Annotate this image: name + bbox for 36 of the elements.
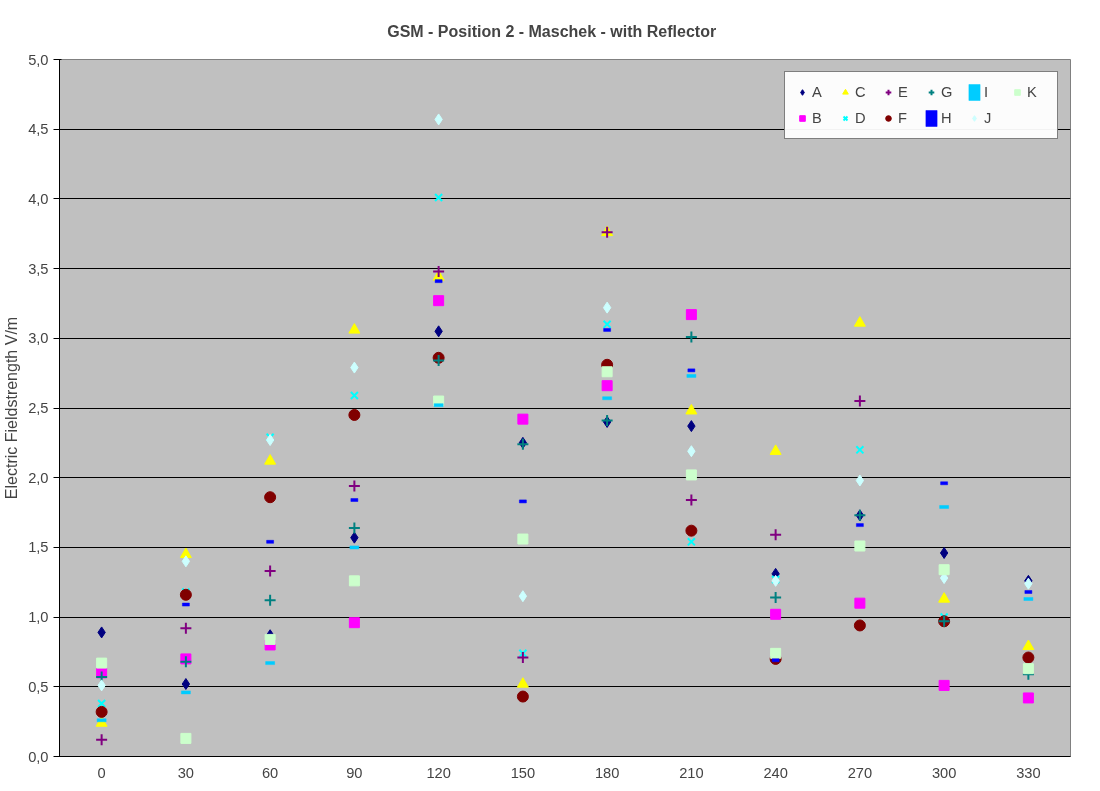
x-tick-label: 120 bbox=[426, 764, 451, 781]
y-tick-label: 3,5 bbox=[28, 260, 49, 277]
y-tick-label: 1,5 bbox=[28, 539, 49, 556]
y-tick-label: 2,5 bbox=[28, 400, 49, 416]
y-tick-label: 0,5 bbox=[28, 678, 49, 695]
x-tick-label: 300 bbox=[931, 764, 957, 781]
x-tick-label: 330 bbox=[1016, 764, 1041, 781]
x-tick-label: 210 bbox=[679, 764, 704, 781]
x-tick-label: 150 bbox=[510, 764, 536, 781]
legend-label: K bbox=[1027, 84, 1038, 100]
y-axis-title: Electric Fieldstrength V/m bbox=[3, 316, 21, 500]
legend-label: D bbox=[855, 110, 867, 126]
x-tick-label: 270 bbox=[847, 764, 873, 781]
y-tick-label: 1,0 bbox=[28, 609, 49, 626]
x-tick-label: 60 bbox=[261, 764, 279, 781]
legend-label: J bbox=[984, 110, 993, 126]
y-tick-label: 5,0 bbox=[28, 51, 49, 68]
legend-label: F bbox=[898, 110, 908, 126]
legend-label: B bbox=[812, 110, 823, 126]
x-tick-label: 30 bbox=[177, 764, 195, 781]
y-tick-label: 0,0 bbox=[28, 748, 49, 765]
x-tick-label: 0 bbox=[97, 764, 106, 781]
legend-label: A bbox=[812, 84, 823, 100]
x-tick-label: 90 bbox=[346, 764, 363, 781]
y-tick-label: 2,0 bbox=[28, 469, 49, 486]
chart-title: GSM - Position 2 - Maschek - with Reflector bbox=[387, 22, 717, 40]
legend-label: H bbox=[941, 110, 953, 126]
legend-label: C bbox=[855, 84, 867, 100]
x-tick-label: 180 bbox=[594, 764, 620, 781]
legend-label: I bbox=[984, 84, 990, 100]
legend-label: E bbox=[898, 84, 909, 100]
y-tick-label: 3,0 bbox=[28, 330, 49, 347]
y-tick-label: 4,5 bbox=[28, 121, 49, 138]
x-tick-label: 240 bbox=[763, 764, 788, 781]
legend-label: G bbox=[941, 84, 954, 100]
y-tick-label: 4,0 bbox=[28, 190, 49, 207]
